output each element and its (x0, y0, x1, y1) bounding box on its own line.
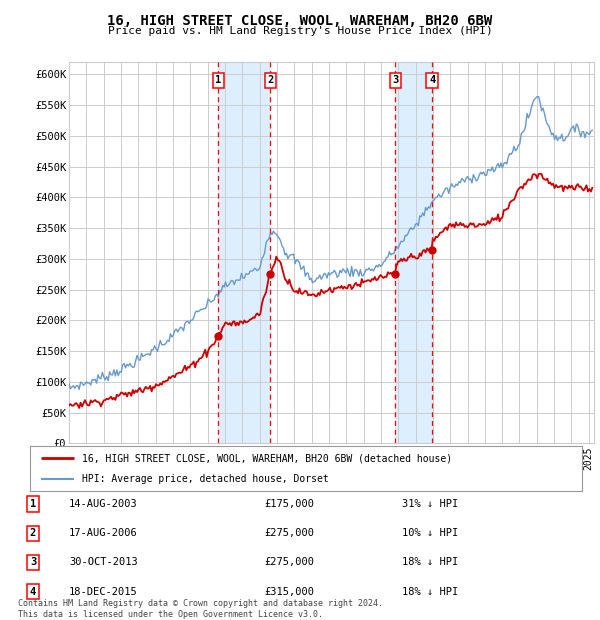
Text: HPI: Average price, detached house, Dorset: HPI: Average price, detached house, Dors… (82, 474, 329, 484)
Text: Contains HM Land Registry data © Crown copyright and database right 2024.
This d: Contains HM Land Registry data © Crown c… (18, 600, 383, 619)
Text: £275,000: £275,000 (264, 557, 314, 567)
Text: 18-DEC-2015: 18-DEC-2015 (69, 587, 138, 596)
Text: 10% ↓ HPI: 10% ↓ HPI (402, 528, 458, 538)
Text: 4: 4 (429, 76, 436, 86)
Text: 2: 2 (30, 528, 36, 538)
Text: 4: 4 (30, 587, 36, 596)
Text: 31% ↓ HPI: 31% ↓ HPI (402, 499, 458, 509)
Text: 18% ↓ HPI: 18% ↓ HPI (402, 587, 458, 596)
Text: 14-AUG-2003: 14-AUG-2003 (69, 499, 138, 509)
Text: 30-OCT-2013: 30-OCT-2013 (69, 557, 138, 567)
Text: £175,000: £175,000 (264, 499, 314, 509)
Text: 16, HIGH STREET CLOSE, WOOL, WAREHAM, BH20 6BW: 16, HIGH STREET CLOSE, WOOL, WAREHAM, BH… (107, 14, 493, 29)
Text: £315,000: £315,000 (264, 587, 314, 596)
Text: 1: 1 (30, 499, 36, 509)
Text: £275,000: £275,000 (264, 528, 314, 538)
Text: 3: 3 (392, 76, 398, 86)
Text: 2: 2 (267, 76, 274, 86)
Text: 3: 3 (30, 557, 36, 567)
Text: 17-AUG-2006: 17-AUG-2006 (69, 528, 138, 538)
Text: 1: 1 (215, 76, 221, 86)
Text: Price paid vs. HM Land Registry's House Price Index (HPI): Price paid vs. HM Land Registry's House … (107, 26, 493, 36)
Text: 16, HIGH STREET CLOSE, WOOL, WAREHAM, BH20 6BW (detached house): 16, HIGH STREET CLOSE, WOOL, WAREHAM, BH… (82, 453, 452, 464)
Bar (218, 62, 270, 443)
Bar (395, 62, 432, 443)
Text: 18% ↓ HPI: 18% ↓ HPI (402, 557, 458, 567)
